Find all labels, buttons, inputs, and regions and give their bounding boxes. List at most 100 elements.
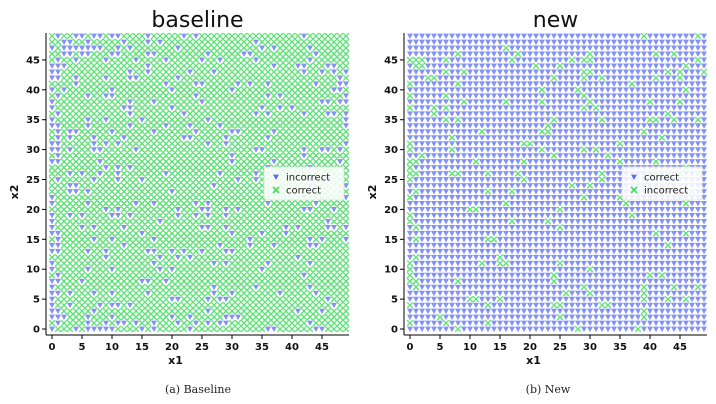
point-triangle	[581, 272, 587, 279]
point-cross	[144, 140, 152, 147]
point-triangle	[629, 254, 635, 261]
point-cross	[84, 98, 92, 106]
point-triangle	[503, 93, 509, 99]
point-cross	[252, 212, 260, 219]
point-cross	[132, 271, 140, 279]
point-cross	[186, 38, 194, 46]
point-triangle	[647, 320, 653, 327]
point-cross	[60, 200, 68, 207]
point-cross	[138, 86, 146, 94]
point-cross	[96, 295, 104, 303]
point-cross	[198, 307, 206, 315]
point-cross	[144, 194, 152, 201]
point-triangle	[461, 254, 467, 261]
point-cross	[604, 301, 612, 309]
point-cross	[306, 152, 314, 159]
point-triangle	[599, 230, 605, 237]
point-cross	[222, 128, 230, 135]
point-cross	[312, 32, 320, 40]
point-triangle	[473, 93, 479, 99]
point-triangle	[665, 248, 671, 255]
point-triangle	[605, 254, 611, 261]
point-triangle	[569, 75, 575, 81]
point-cross	[258, 307, 266, 315]
point-cross	[282, 218, 290, 225]
point-triangle	[467, 135, 473, 141]
point-cross	[216, 152, 224, 159]
point-triangle	[431, 278, 437, 285]
point-triangle	[313, 81, 319, 87]
point-cross	[324, 277, 332, 285]
point-cross	[168, 140, 176, 147]
point-triangle	[539, 141, 545, 147]
point-cross	[336, 271, 344, 279]
point-cross	[424, 74, 432, 82]
point-triangle	[331, 87, 337, 93]
point-triangle	[55, 320, 61, 327]
point-cross	[108, 206, 116, 213]
point-triangle	[431, 33, 437, 39]
point-cross	[466, 295, 474, 303]
point-triangle	[461, 123, 467, 129]
point-triangle	[443, 230, 449, 237]
point-triangle	[205, 201, 211, 207]
point-cross	[60, 188, 68, 195]
point-cross	[132, 188, 140, 195]
point-cross	[180, 56, 188, 64]
point-triangle	[527, 326, 533, 333]
point-triangle	[139, 177, 145, 183]
point-triangle	[443, 207, 449, 213]
point-cross	[132, 218, 140, 225]
point-cross	[210, 313, 218, 321]
point-triangle	[509, 177, 515, 183]
point-cross	[132, 301, 140, 309]
point-cross	[90, 265, 98, 273]
point-triangle	[325, 63, 331, 69]
point-triangle	[515, 75, 521, 81]
point-triangle	[557, 201, 563, 207]
point-triangle	[695, 129, 701, 135]
point-cross	[72, 62, 80, 70]
point-triangle	[575, 135, 581, 141]
point-triangle	[617, 218, 623, 225]
point-triangle	[581, 320, 587, 327]
point-triangle	[497, 284, 503, 291]
point-triangle	[665, 33, 671, 39]
point-cross	[216, 182, 224, 189]
point-triangle	[581, 39, 587, 45]
point-triangle	[587, 159, 593, 165]
point-cross	[192, 86, 200, 94]
point-triangle	[169, 296, 175, 303]
point-triangle	[425, 81, 431, 87]
point-triangle	[103, 254, 109, 261]
point-cross	[234, 56, 242, 64]
point-triangle	[413, 129, 419, 135]
point-cross	[276, 74, 284, 82]
point-triangle	[461, 326, 467, 333]
point-cross	[180, 212, 188, 219]
point-cross	[78, 110, 86, 117]
point-triangle	[617, 105, 623, 111]
point-cross	[306, 134, 314, 141]
point-triangle	[683, 308, 689, 315]
point-triangle	[659, 284, 665, 291]
point-cross	[132, 116, 140, 123]
point-triangle	[509, 117, 515, 123]
point-cross	[186, 56, 194, 64]
point-triangle	[467, 320, 473, 327]
point-triangle	[479, 207, 485, 213]
y-tick-label: 35	[26, 115, 40, 126]
point-cross	[276, 277, 284, 285]
point-triangle	[611, 117, 617, 123]
point-cross	[120, 212, 128, 219]
point-triangle	[515, 177, 521, 183]
point-cross	[270, 253, 278, 261]
point-triangle	[461, 308, 467, 315]
point-triangle	[521, 260, 527, 267]
point-cross	[162, 158, 170, 165]
point-cross	[120, 74, 128, 82]
point-cross	[228, 32, 236, 40]
point-cross	[282, 110, 290, 117]
point-cross	[138, 236, 146, 243]
point-cross	[318, 62, 326, 70]
